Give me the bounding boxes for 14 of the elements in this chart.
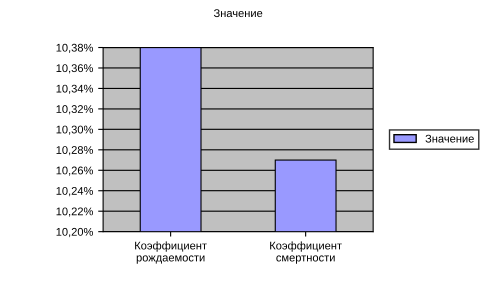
- x-tick-label: Коэффициент рождаемости: [135, 241, 207, 264]
- y-tick-label: 10,34%: [56, 84, 93, 94]
- y-tick-label: 10,36%: [56, 64, 93, 74]
- y-tick-label: 10,28%: [56, 146, 93, 156]
- y-tick-label: 10,38%: [56, 44, 93, 53]
- chart-title: Значение: [214, 9, 262, 18]
- y-tick-label: 10,30%: [56, 126, 93, 135]
- y-tick-label: 10,20%: [56, 228, 93, 238]
- y-tick-label: 10,32%: [56, 105, 93, 114]
- y-tick-label: 10,22%: [56, 207, 93, 217]
- y-tick-label: 10,26%: [56, 166, 93, 176]
- x-tick-label: Коэффициент смертности: [270, 241, 342, 264]
- y-tick-label: 10,24%: [56, 187, 93, 196]
- legend-label: Значение: [425, 134, 474, 143]
